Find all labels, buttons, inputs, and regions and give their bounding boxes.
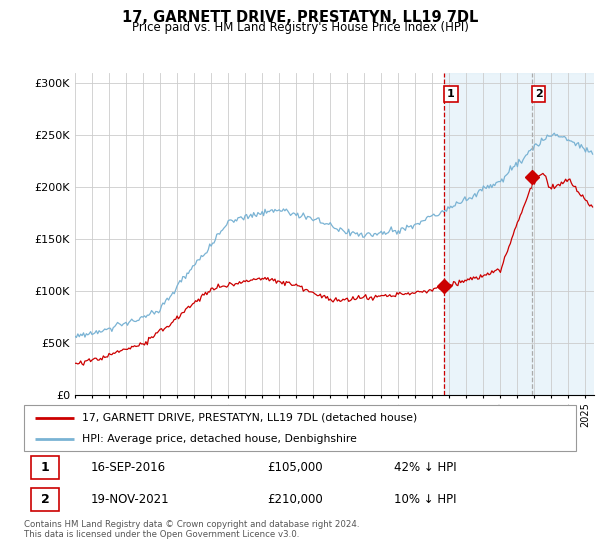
Text: 16-SEP-2016: 16-SEP-2016: [90, 460, 166, 474]
Text: 42% ↓ HPI: 42% ↓ HPI: [394, 460, 457, 474]
Text: 17, GARNETT DRIVE, PRESTATYN, LL19 7DL (detached house): 17, GARNETT DRIVE, PRESTATYN, LL19 7DL (…: [82, 413, 417, 423]
Text: HPI: Average price, detached house, Denbighshire: HPI: Average price, detached house, Denb…: [82, 435, 357, 444]
Text: 2: 2: [535, 89, 543, 99]
Text: £210,000: £210,000: [267, 493, 323, 506]
Text: £105,000: £105,000: [267, 460, 323, 474]
Text: 1: 1: [447, 89, 455, 99]
Text: 10% ↓ HPI: 10% ↓ HPI: [394, 493, 457, 506]
Bar: [31, 455, 59, 479]
Text: 2: 2: [41, 493, 49, 506]
Text: 1: 1: [41, 460, 49, 474]
Bar: [31, 488, 59, 511]
Text: Price paid vs. HM Land Registry's House Price Index (HPI): Price paid vs. HM Land Registry's House …: [131, 21, 469, 34]
Text: Contains HM Land Registry data © Crown copyright and database right 2024.
This d: Contains HM Land Registry data © Crown c…: [24, 520, 359, 539]
Bar: [445, 73, 600, 395]
Text: 17, GARNETT DRIVE, PRESTATYN, LL19 7DL: 17, GARNETT DRIVE, PRESTATYN, LL19 7DL: [122, 10, 478, 25]
Text: 19-NOV-2021: 19-NOV-2021: [90, 493, 169, 506]
